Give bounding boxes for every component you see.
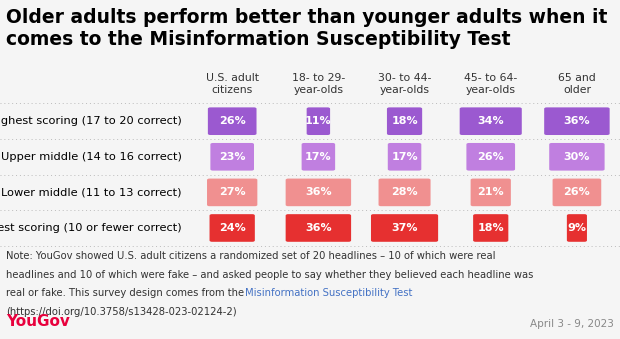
Text: 26%: 26%	[564, 187, 590, 197]
Text: 23%: 23%	[219, 152, 246, 162]
Text: 27%: 27%	[219, 187, 246, 197]
FancyBboxPatch shape	[459, 107, 522, 135]
FancyBboxPatch shape	[301, 143, 335, 171]
FancyBboxPatch shape	[286, 179, 351, 206]
Text: 21%: 21%	[477, 187, 504, 197]
Text: headlines and 10 of which were fake – and asked people to say whether they belie: headlines and 10 of which were fake – an…	[6, 270, 534, 279]
FancyBboxPatch shape	[207, 179, 257, 206]
FancyBboxPatch shape	[210, 214, 255, 242]
Text: Lowest scoring (10 or fewer correct): Lowest scoring (10 or fewer correct)	[0, 223, 182, 233]
Text: 18%: 18%	[391, 116, 418, 126]
Text: Upper middle (14 to 16 correct): Upper middle (14 to 16 correct)	[1, 152, 182, 162]
Text: 26%: 26%	[219, 116, 246, 126]
Text: 17%: 17%	[391, 152, 418, 162]
Text: 28%: 28%	[391, 187, 418, 197]
Text: 18- to 29-
year-olds: 18- to 29- year-olds	[292, 73, 345, 95]
FancyBboxPatch shape	[552, 179, 601, 206]
Text: U.S. adult
citizens: U.S. adult citizens	[206, 73, 259, 95]
Text: 9%: 9%	[567, 223, 587, 233]
Text: 36%: 36%	[564, 116, 590, 126]
Text: Highest scoring (17 to 20 correct): Highest scoring (17 to 20 correct)	[0, 116, 182, 126]
FancyBboxPatch shape	[379, 179, 430, 206]
Text: Misinformation Susceptibility Test: Misinformation Susceptibility Test	[245, 288, 412, 298]
Text: 36%: 36%	[305, 223, 332, 233]
Text: 24%: 24%	[219, 223, 246, 233]
Text: 26%: 26%	[477, 152, 504, 162]
Text: (https://doi.org/10.3758/s13428-023-02124-2): (https://doi.org/10.3758/s13428-023-0212…	[6, 307, 237, 317]
Text: real or fake. This survey design comes from the: real or fake. This survey design comes f…	[6, 288, 247, 298]
FancyBboxPatch shape	[471, 179, 511, 206]
Text: Note: YouGov showed U.S. adult citizens a randomized set of 20 headlines – 10 of: Note: YouGov showed U.S. adult citizens …	[6, 251, 496, 261]
FancyBboxPatch shape	[387, 107, 422, 135]
FancyBboxPatch shape	[388, 143, 422, 171]
Text: 34%: 34%	[477, 116, 504, 126]
FancyBboxPatch shape	[466, 143, 515, 171]
Text: 18%: 18%	[477, 223, 504, 233]
FancyBboxPatch shape	[307, 107, 330, 135]
FancyBboxPatch shape	[208, 107, 257, 135]
Text: 30%: 30%	[564, 152, 590, 162]
Text: 11%: 11%	[305, 116, 332, 126]
Text: YouGov: YouGov	[6, 314, 70, 329]
Text: Lower middle (11 to 13 correct): Lower middle (11 to 13 correct)	[1, 187, 182, 197]
Text: 65 and
older: 65 and older	[558, 73, 596, 95]
FancyBboxPatch shape	[371, 214, 438, 242]
Text: Older adults perform better than younger adults when it
comes to the Misinformat: Older adults perform better than younger…	[6, 8, 608, 49]
Text: 36%: 36%	[305, 187, 332, 197]
Text: 30- to 44-
year-olds: 30- to 44- year-olds	[378, 73, 432, 95]
FancyBboxPatch shape	[210, 143, 254, 171]
FancyBboxPatch shape	[567, 214, 587, 242]
Text: 17%: 17%	[305, 152, 332, 162]
FancyBboxPatch shape	[473, 214, 508, 242]
FancyBboxPatch shape	[544, 107, 609, 135]
Text: 37%: 37%	[391, 223, 418, 233]
FancyBboxPatch shape	[549, 143, 604, 171]
Text: April 3 - 9, 2023: April 3 - 9, 2023	[530, 319, 614, 329]
Text: 45- to 64-
year-olds: 45- to 64- year-olds	[464, 73, 517, 95]
FancyBboxPatch shape	[286, 214, 351, 242]
